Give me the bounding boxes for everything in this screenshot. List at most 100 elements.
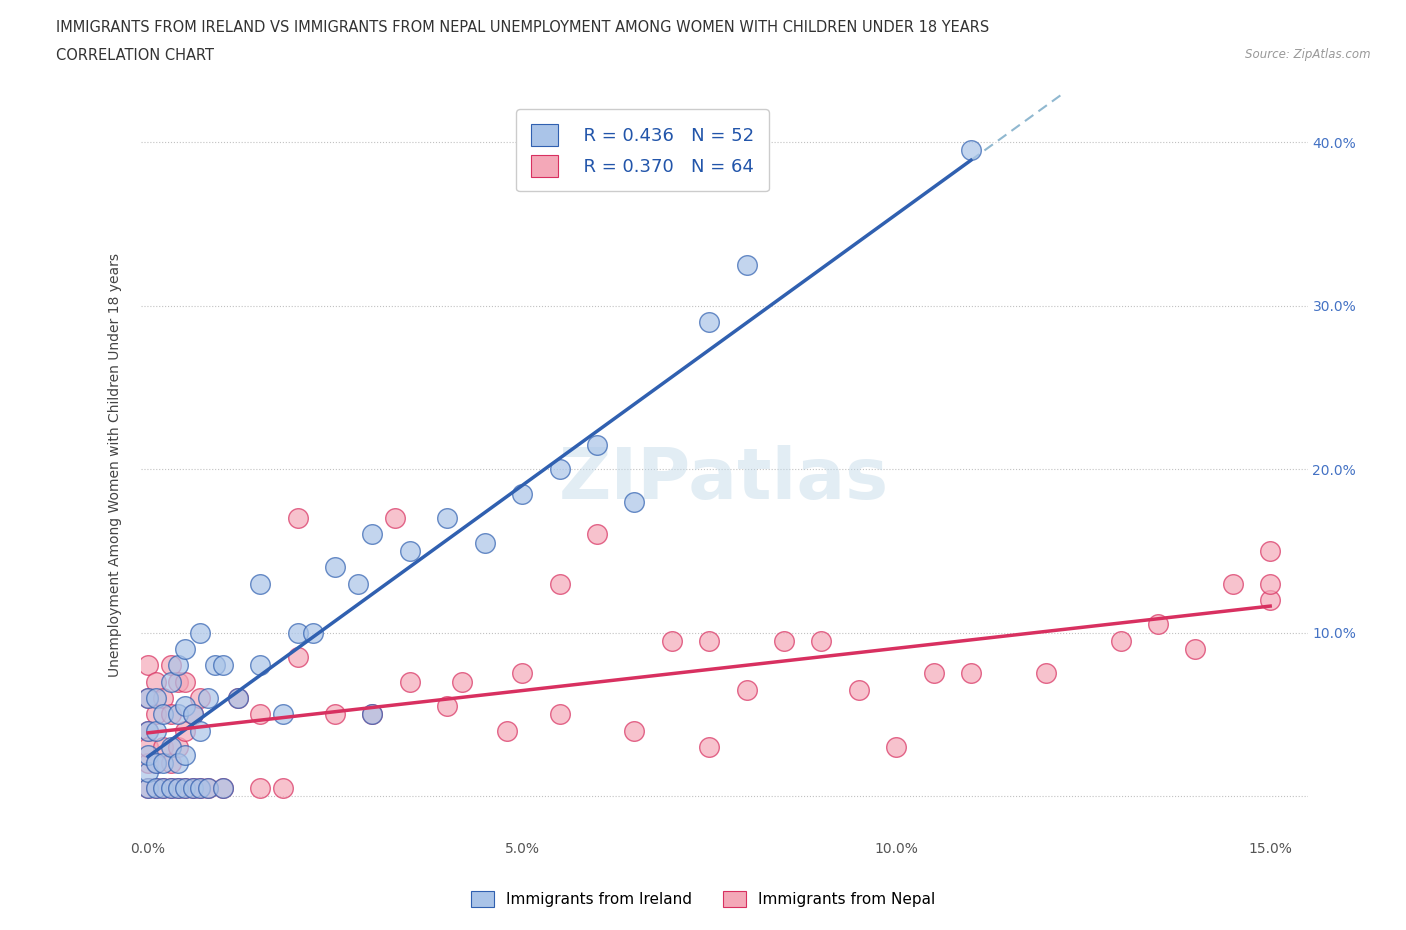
Point bbox=[204, 658, 226, 672]
Point bbox=[735, 258, 758, 272]
Point bbox=[1258, 592, 1281, 607]
Point bbox=[136, 764, 159, 779]
Point bbox=[287, 511, 309, 525]
Point bbox=[167, 780, 190, 795]
Point bbox=[697, 633, 720, 648]
Point bbox=[181, 707, 204, 722]
Point bbox=[152, 756, 174, 771]
Point bbox=[548, 576, 571, 591]
Point bbox=[249, 576, 271, 591]
Point bbox=[181, 707, 204, 722]
Point bbox=[960, 143, 983, 158]
Legend:   R = 0.436   N = 52,   R = 0.370   N = 64: R = 0.436 N = 52, R = 0.370 N = 64 bbox=[516, 110, 769, 192]
Point bbox=[181, 780, 204, 795]
Point bbox=[1147, 617, 1170, 631]
Point bbox=[152, 780, 174, 795]
Point bbox=[145, 756, 167, 771]
Point bbox=[960, 666, 983, 681]
Point bbox=[697, 314, 720, 329]
Legend: Immigrants from Ireland, Immigrants from Nepal: Immigrants from Ireland, Immigrants from… bbox=[465, 884, 941, 913]
Point bbox=[136, 756, 159, 771]
Point bbox=[436, 511, 458, 525]
Point bbox=[399, 674, 422, 689]
Point bbox=[884, 739, 907, 754]
Point bbox=[212, 658, 235, 672]
Point bbox=[197, 691, 219, 706]
Point bbox=[451, 674, 474, 689]
Point bbox=[145, 780, 167, 795]
Point bbox=[548, 707, 571, 722]
Point bbox=[145, 756, 167, 771]
Point bbox=[249, 707, 271, 722]
Point bbox=[145, 691, 167, 706]
Point bbox=[773, 633, 796, 648]
Point bbox=[226, 691, 249, 706]
Point bbox=[190, 724, 212, 738]
Point bbox=[174, 698, 197, 713]
Point bbox=[152, 691, 174, 706]
Point bbox=[623, 495, 645, 510]
Point bbox=[922, 666, 945, 681]
Text: CORRELATION CHART: CORRELATION CHART bbox=[56, 48, 214, 63]
Point bbox=[323, 560, 346, 575]
Point bbox=[301, 625, 323, 640]
Point bbox=[226, 691, 249, 706]
Point bbox=[586, 527, 609, 542]
Point bbox=[136, 658, 159, 672]
Point bbox=[1258, 543, 1281, 558]
Point bbox=[159, 674, 181, 689]
Point bbox=[152, 780, 174, 795]
Point bbox=[174, 780, 197, 795]
Point bbox=[1258, 576, 1281, 591]
Point bbox=[167, 756, 190, 771]
Point bbox=[1109, 633, 1132, 648]
Point bbox=[174, 642, 197, 657]
Point bbox=[271, 780, 294, 795]
Point bbox=[152, 707, 174, 722]
Point bbox=[145, 780, 167, 795]
Point bbox=[1184, 642, 1206, 657]
Point bbox=[136, 691, 159, 706]
Point bbox=[287, 625, 309, 640]
Point bbox=[136, 724, 159, 738]
Point bbox=[152, 739, 174, 754]
Point bbox=[287, 650, 309, 665]
Point bbox=[510, 486, 533, 501]
Point bbox=[136, 739, 159, 754]
Point bbox=[167, 739, 190, 754]
Point bbox=[197, 780, 219, 795]
Point bbox=[136, 691, 159, 706]
Point bbox=[474, 536, 496, 551]
Point bbox=[167, 658, 190, 672]
Point bbox=[136, 748, 159, 763]
Point bbox=[174, 780, 197, 795]
Text: ZIPatlas: ZIPatlas bbox=[560, 445, 889, 514]
Point bbox=[510, 666, 533, 681]
Point bbox=[810, 633, 832, 648]
Point bbox=[586, 437, 609, 452]
Point bbox=[145, 674, 167, 689]
Point bbox=[159, 780, 181, 795]
Point bbox=[167, 780, 190, 795]
Point bbox=[145, 724, 167, 738]
Point bbox=[190, 780, 212, 795]
Y-axis label: Unemployment Among Women with Children Under 18 years: Unemployment Among Women with Children U… bbox=[108, 253, 122, 677]
Point bbox=[167, 674, 190, 689]
Point bbox=[159, 756, 181, 771]
Point bbox=[623, 724, 645, 738]
Point bbox=[361, 527, 384, 542]
Point bbox=[384, 511, 406, 525]
Point bbox=[145, 707, 167, 722]
Point bbox=[174, 748, 197, 763]
Point bbox=[212, 780, 235, 795]
Point bbox=[159, 707, 181, 722]
Point bbox=[197, 780, 219, 795]
Point bbox=[174, 724, 197, 738]
Point bbox=[323, 707, 346, 722]
Point bbox=[697, 739, 720, 754]
Point bbox=[1035, 666, 1057, 681]
Point bbox=[249, 780, 271, 795]
Point bbox=[159, 739, 181, 754]
Point bbox=[848, 683, 870, 698]
Point bbox=[167, 707, 190, 722]
